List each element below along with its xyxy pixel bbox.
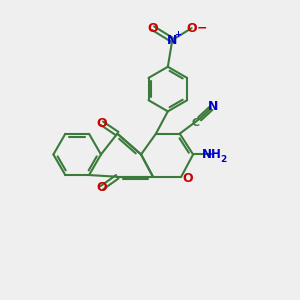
Text: O: O bbox=[182, 172, 193, 185]
Text: O: O bbox=[148, 22, 158, 34]
Text: O: O bbox=[186, 22, 197, 34]
Text: −: − bbox=[197, 21, 207, 34]
Text: N: N bbox=[167, 34, 178, 46]
Text: O: O bbox=[97, 117, 107, 130]
Text: NH: NH bbox=[202, 148, 222, 161]
Text: C: C bbox=[191, 118, 199, 128]
Text: O: O bbox=[97, 181, 107, 194]
Text: +: + bbox=[174, 30, 181, 39]
Text: 2: 2 bbox=[220, 155, 227, 164]
Text: N: N bbox=[208, 100, 218, 112]
